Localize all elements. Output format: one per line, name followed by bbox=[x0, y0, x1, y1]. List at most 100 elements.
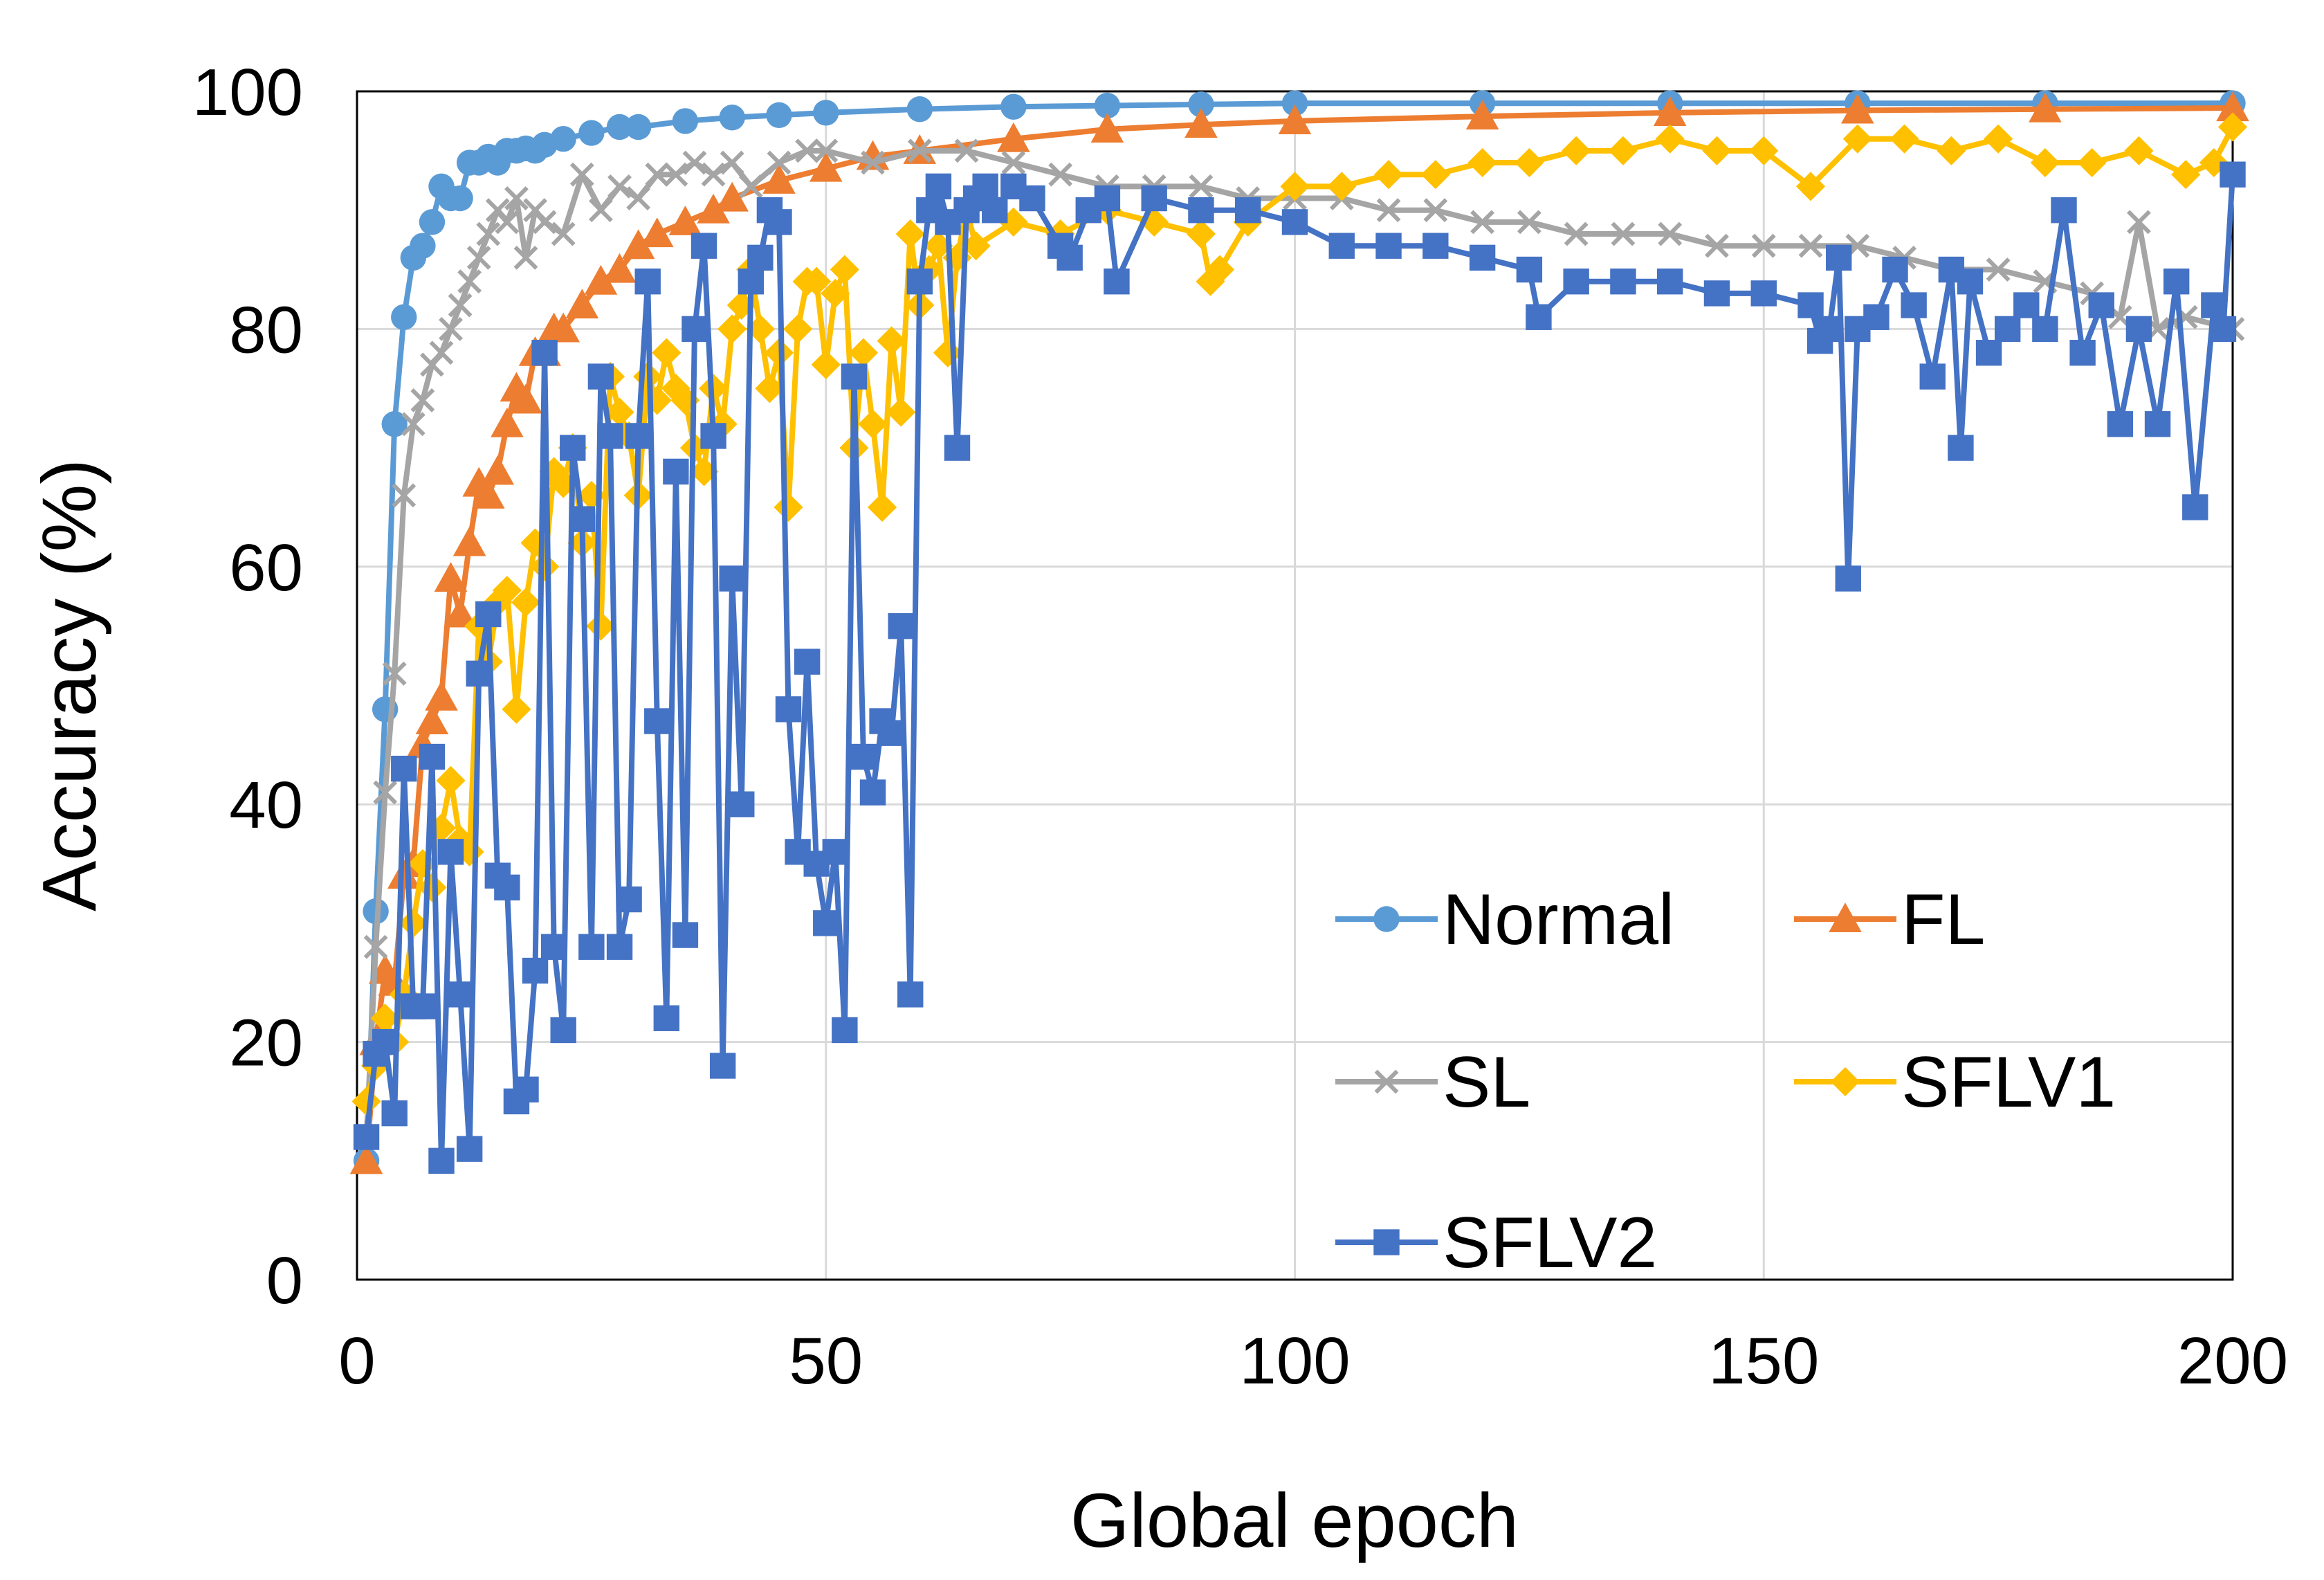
data-point-sflv2-92 bbox=[1816, 316, 1842, 343]
legend-item-sflv1: SFLV1 bbox=[1794, 1042, 2116, 1123]
data-point-sflv1-31 bbox=[642, 385, 672, 415]
data-point-sflv1-74 bbox=[1280, 172, 1310, 201]
data-point-normal-23 bbox=[625, 113, 652, 140]
data-point-sflv2-115 bbox=[2201, 292, 2227, 318]
data-point-fl-0 bbox=[349, 1144, 383, 1174]
data-point-fl-39 bbox=[1653, 96, 1687, 126]
data-point-sflv2-87 bbox=[1657, 269, 1683, 295]
data-point-sflv1-15 bbox=[492, 576, 522, 606]
data-point-sflv1-25 bbox=[586, 611, 616, 641]
data-point-fl-26 bbox=[640, 217, 674, 248]
data-point-fl-25 bbox=[621, 229, 655, 260]
data-point-sl-23 bbox=[607, 174, 632, 199]
legend-marker-normal bbox=[1373, 906, 1400, 932]
data-point-sflv2-107 bbox=[2051, 197, 2077, 224]
data-point-sflv2-38 bbox=[709, 1053, 736, 1079]
data-point-normal-10 bbox=[447, 185, 473, 212]
data-point-sflv2-12 bbox=[466, 660, 492, 687]
data-point-sflv2-17 bbox=[513, 1076, 539, 1102]
data-point-sflv1-83 bbox=[1702, 136, 1732, 165]
data-point-sl-1 bbox=[363, 934, 388, 959]
data-point-sflv2-66 bbox=[972, 173, 998, 200]
data-point-normal-6 bbox=[410, 233, 436, 259]
data-point-sflv2-26 bbox=[597, 423, 623, 449]
data-point-sflv2-102 bbox=[1957, 269, 1984, 295]
data-point-sflv1-84 bbox=[1749, 136, 1779, 165]
data-point-sflv1-42 bbox=[745, 314, 775, 344]
legend-label-sflv1: SFLV1 bbox=[1901, 1042, 2116, 1123]
data-point-fl-24 bbox=[603, 253, 637, 283]
legend-item-fl: FL bbox=[1794, 880, 1985, 960]
series-line-sflv2 bbox=[363, 174, 2235, 1164]
data-point-sl-22 bbox=[589, 198, 613, 223]
x-tick-label-150: 150 bbox=[1708, 1324, 1819, 1398]
data-point-sflv1-65 bbox=[961, 231, 991, 261]
data-point-sl-50 bbox=[1611, 221, 1636, 246]
data-point-sl-15 bbox=[495, 210, 520, 235]
data-point-sflv2-6 bbox=[410, 993, 436, 1019]
data-point-sflv2-33 bbox=[663, 458, 689, 485]
data-point-sflv1-17 bbox=[511, 588, 541, 617]
data-point-sflv1-79 bbox=[1515, 147, 1544, 178]
data-point-sflv1-45 bbox=[774, 492, 803, 523]
data-point-sl-51 bbox=[1658, 221, 1683, 246]
data-point-sflv1-19 bbox=[530, 552, 560, 581]
data-point-sl-29 bbox=[720, 150, 744, 175]
data-point-sflv1-57 bbox=[886, 397, 916, 427]
data-point-sl-4 bbox=[392, 483, 417, 508]
data-point-sflv1-76 bbox=[1373, 160, 1404, 190]
data-point-sflv2-112 bbox=[2144, 411, 2171, 437]
data-point-fl-42 bbox=[2216, 91, 2249, 122]
x-tick-label-50: 50 bbox=[789, 1324, 863, 1398]
data-point-sflv1-88 bbox=[1937, 136, 1966, 165]
data-point-sl-58 bbox=[1986, 257, 2011, 282]
data-point-sflv1-48 bbox=[802, 266, 832, 296]
data-point-sflv2-18 bbox=[522, 957, 549, 984]
data-point-sflv2-94 bbox=[1835, 565, 1861, 592]
data-point-sflv2-47 bbox=[794, 648, 821, 675]
data-point-sl-32 bbox=[795, 138, 820, 163]
data-point-sflv2-99 bbox=[1919, 363, 1946, 390]
data-point-sl-13 bbox=[476, 221, 501, 246]
data-point-sflv2-98 bbox=[1901, 292, 1927, 318]
data-point-sflv2-93 bbox=[1825, 244, 1852, 271]
data-point-normal-7 bbox=[419, 209, 446, 235]
data-point-sl-38 bbox=[1048, 162, 1073, 187]
data-point-sflv2-34 bbox=[672, 922, 699, 948]
data-point-sflv2-30 bbox=[634, 269, 661, 295]
data-point-sflv1-93 bbox=[2171, 160, 2201, 190]
data-point-sflv2-75 bbox=[1141, 185, 1167, 212]
data-point-fl-11 bbox=[452, 526, 486, 556]
data-point-sl-19 bbox=[532, 210, 557, 235]
data-point-sflv2-73 bbox=[1094, 185, 1121, 212]
data-point-sflv2-19 bbox=[531, 340, 558, 366]
data-point-sflv2-50 bbox=[822, 839, 849, 865]
data-point-sl-25 bbox=[645, 162, 670, 187]
data-point-sflv1-89 bbox=[1984, 124, 2013, 154]
data-point-sflv1-72 bbox=[1205, 255, 1235, 284]
data-point-normal-24 bbox=[672, 108, 699, 134]
data-point-sflv2-103 bbox=[1975, 340, 2002, 366]
data-point-sflv1-50 bbox=[821, 278, 850, 308]
data-point-sflv1-91 bbox=[2077, 147, 2107, 178]
data-point-sflv1-9 bbox=[436, 765, 466, 795]
legend-marker-fl bbox=[1829, 902, 1862, 933]
data-point-sflv1-39 bbox=[717, 314, 747, 344]
legend-label-fl: FL bbox=[1901, 880, 1985, 960]
data-point-normal-31 bbox=[1188, 91, 1214, 118]
series-group bbox=[349, 90, 2249, 1174]
data-point-fl-15 bbox=[491, 407, 524, 437]
data-point-sflv1-46 bbox=[783, 314, 813, 344]
series-sflv1 bbox=[351, 112, 2248, 1116]
data-point-sl-52 bbox=[1705, 233, 1729, 258]
data-point-sflv1-56 bbox=[877, 326, 906, 356]
data-point-sflv1-95 bbox=[2217, 112, 2248, 142]
data-point-sflv2-53 bbox=[850, 743, 877, 770]
data-point-sflv2-45 bbox=[775, 696, 802, 723]
data-point-sl-34 bbox=[861, 150, 885, 175]
data-point-sflv2-20 bbox=[540, 934, 567, 960]
data-point-sl-21 bbox=[569, 162, 594, 187]
data-point-normal-32 bbox=[1281, 90, 1308, 116]
data-point-sflv2-79 bbox=[1328, 233, 1355, 259]
